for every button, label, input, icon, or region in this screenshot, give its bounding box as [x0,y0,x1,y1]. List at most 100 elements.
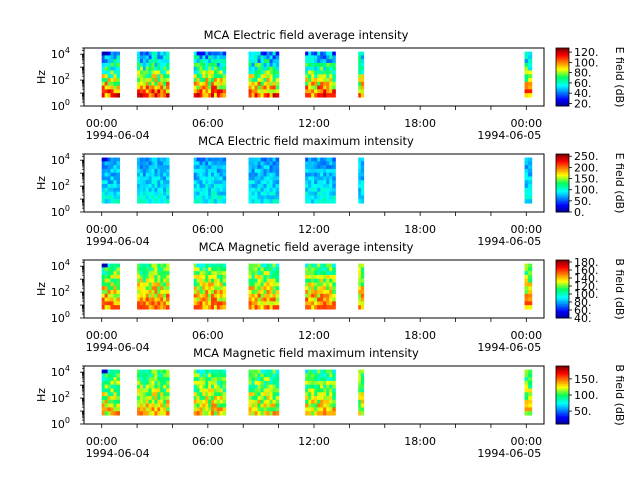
colorbar-band [556,303,569,306]
spectrogram-cell [219,59,224,64]
spectrogram-cell [320,286,324,291]
colorbar-band [556,59,569,62]
spectrogram-cell [260,377,265,382]
spectrogram-cell [275,70,280,75]
spectrogram-cell [332,176,336,181]
spectrogram-cell [358,274,362,280]
spectrogram-cell [305,59,309,64]
spectrogram-cell [216,85,221,90]
spectrogram-cell [314,199,318,204]
spectrogram-cell [193,407,198,412]
spectrogram-cell [317,301,321,306]
spectrogram-cell [272,51,277,56]
spectrogram-cell [151,89,156,94]
spectrogram-cell [326,301,330,306]
spectrogram-cell [110,380,115,386]
spectrogram-cell [269,89,274,94]
spectrogram-cell [211,165,215,170]
spectrogram-cell [305,369,309,374]
spectrogram-cell [266,172,271,178]
spectrogram-cell [219,369,224,374]
spectrogram-cell [110,51,115,56]
spectrogram-cell [358,286,362,291]
spectrogram-cell [305,301,309,306]
spectrogram-cell [360,187,365,193]
colorbar-band [556,66,569,69]
spectrogram-cell [151,267,156,272]
colorbar: 20.40.60.80.100.120. E field (dB) [555,46,626,110]
spectrogram-cell [104,267,109,272]
spectrogram-cell [254,286,259,291]
y-tick-exponent: 2 [65,390,70,399]
spectrogram-cell [151,293,156,299]
spectrogram-cell [248,384,253,390]
spectrogram-cell [266,278,271,284]
spectrogram-cell [166,78,170,83]
spectrogram-cell [222,62,227,68]
spectrogram-cell [248,380,253,386]
spectrogram-cell [317,89,321,94]
spectrogram-cell [157,305,161,310]
spectrogram-cell [145,407,150,412]
spectrogram-cell [142,297,147,302]
spectrogram-cell [145,81,150,87]
spectrogram-cell [524,263,529,268]
spectrogram-cell [202,377,206,382]
spectrogram-cell [305,392,309,397]
spectrogram-cell [202,168,206,174]
spectrogram-cell [211,191,215,196]
spectrogram-cell [110,377,115,382]
spectrogram-cell [317,55,321,60]
spectrogram-cell [320,301,324,306]
spectrogram-cell [142,74,147,79]
spectrogram-cell [193,267,198,272]
spectrogram-cell [116,411,120,416]
spectrogram-cell [107,396,112,401]
spectrogram-cell [317,195,321,200]
spectrogram-cell [205,55,209,60]
spectrogram-cell [222,411,227,416]
spectrogram-cell [160,161,164,166]
spectrogram-cell [116,165,120,170]
colorbar-band [556,194,569,197]
spectrogram-cell [358,369,362,374]
spectrogram-cell [358,377,362,382]
spectrogram-cell [308,165,312,170]
spectrogram-cell [275,263,280,268]
spectrogram-cell [272,411,277,416]
spectrogram-cell [101,157,106,162]
spectrogram-cell [157,301,161,306]
spectrogram-cell [272,161,277,166]
spectrogram-cell [360,282,365,287]
colorbar-band [556,154,569,156]
spectrogram-cell [166,55,170,60]
colorbar-label: E field (dB) [613,47,626,108]
spectrogram-cell [326,388,330,393]
spectrogram-cell [160,282,164,287]
spectrogram-cell [166,62,170,68]
spectrogram-cell [311,380,315,386]
spectrogram-cell [110,187,115,193]
spectrogram-cell [211,199,215,204]
spectrogram-cell [160,70,164,75]
spectrogram-cell [116,59,120,64]
spectrogram-cell [101,172,106,178]
spectrogram-cell [139,388,144,393]
spectrogram-cell [317,392,321,397]
spectrogram-cell [148,271,153,276]
spectrogram-cell [113,168,118,174]
spectrogram-cell [308,191,312,196]
spectrogram-cell [137,399,141,405]
spectrogram-cell [148,297,153,302]
spectrogram-cell [139,305,144,310]
colorbar-band [556,97,569,100]
colorbar-band [556,291,569,294]
spectrogram-cell [110,290,115,295]
spectrogram-cell [269,282,274,287]
spectrogram-cell [326,168,330,174]
spectrogram-cell [208,66,212,72]
spectrogram-cell [358,305,362,310]
spectrogram-cell [219,373,224,378]
spectrogram-cell [202,66,206,72]
spectrogram-cell [163,62,167,68]
